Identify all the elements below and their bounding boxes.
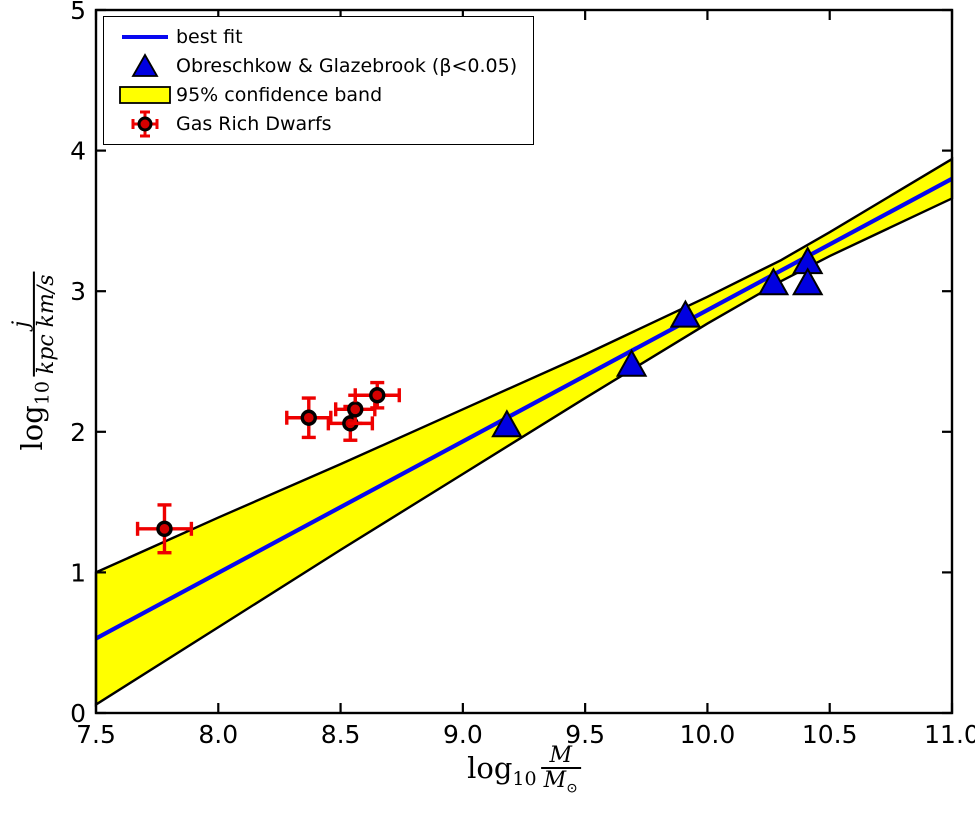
confidence-band [94, 156, 954, 707]
legend-item-best-fit: best fit [114, 22, 517, 51]
y-tick-label: 2 [70, 418, 86, 447]
legend: best fit Obreschkow & Glazebrook (β<0.05… [103, 16, 535, 145]
best-fit-line [95, 176, 953, 641]
triangle-point [615, 348, 648, 377]
gas-rich-dwarf-point [300, 409, 317, 426]
legend-label-obreschkow: Obreschkow & Glazebrook (β<0.05) [176, 54, 518, 77]
best-fit-line-sample [114, 33, 176, 41]
x-tick-label: 10.0 [680, 720, 736, 749]
y-tick-label: 3 [70, 277, 86, 306]
y-axis-label-log: log10 [14, 381, 54, 451]
triangle-point [757, 267, 790, 296]
x-tick-label: 10.5 [802, 720, 858, 749]
y-axis-label-fraction: j kpc km/s [9, 271, 59, 378]
legend-item-confidence-band: 95% confidence band [114, 80, 517, 109]
x-tick-label: 9.0 [443, 720, 483, 749]
triangle-point [491, 409, 523, 438]
x-axis-label-log: log10 [467, 750, 537, 790]
confidence-band-swatch [114, 85, 176, 104]
x-tick-label: 7.5 [76, 720, 116, 749]
y-tick-label: 1 [70, 558, 86, 587]
y-tick-label: 0 [70, 699, 86, 728]
legend-label-gas-rich-dwarfs: Gas Rich Dwarfs [176, 112, 332, 135]
y-axis-label: log10 j kpc km/s [9, 271, 59, 451]
x-tick-label: 11.0 [924, 720, 975, 749]
legend-item-gas-rich-dwarfs: Gas Rich Dwarfs [114, 109, 517, 138]
legend-label-confidence-band: 95% confidence band [176, 83, 383, 106]
gas-rich-dwarf-point [156, 520, 173, 538]
legend-label-best-fit: best fit [176, 25, 243, 48]
axes-frame [94, 8, 954, 715]
y-tick-label: 4 [70, 137, 86, 166]
triangle-marker-icon [114, 53, 176, 78]
legend-item-obreschkow: Obreschkow & Glazebrook (β<0.05) [114, 51, 517, 80]
x-axis-label: log10 M M⊙ [467, 744, 581, 796]
x-axis-label-fraction: M M⊙ [540, 744, 581, 796]
errorbar-marker-icon [114, 109, 176, 139]
y-tick-label: 5 [70, 0, 86, 25]
x-tick-label: 8.0 [198, 720, 238, 749]
triangle-point [669, 299, 702, 328]
gas-rich-dwarf-point [347, 401, 364, 418]
x-tick-label: 9.5 [565, 720, 605, 749]
gas-rich-dwarf-point [369, 387, 386, 404]
x-tick-label: 8.5 [321, 720, 361, 749]
triangle-point [791, 267, 824, 296]
